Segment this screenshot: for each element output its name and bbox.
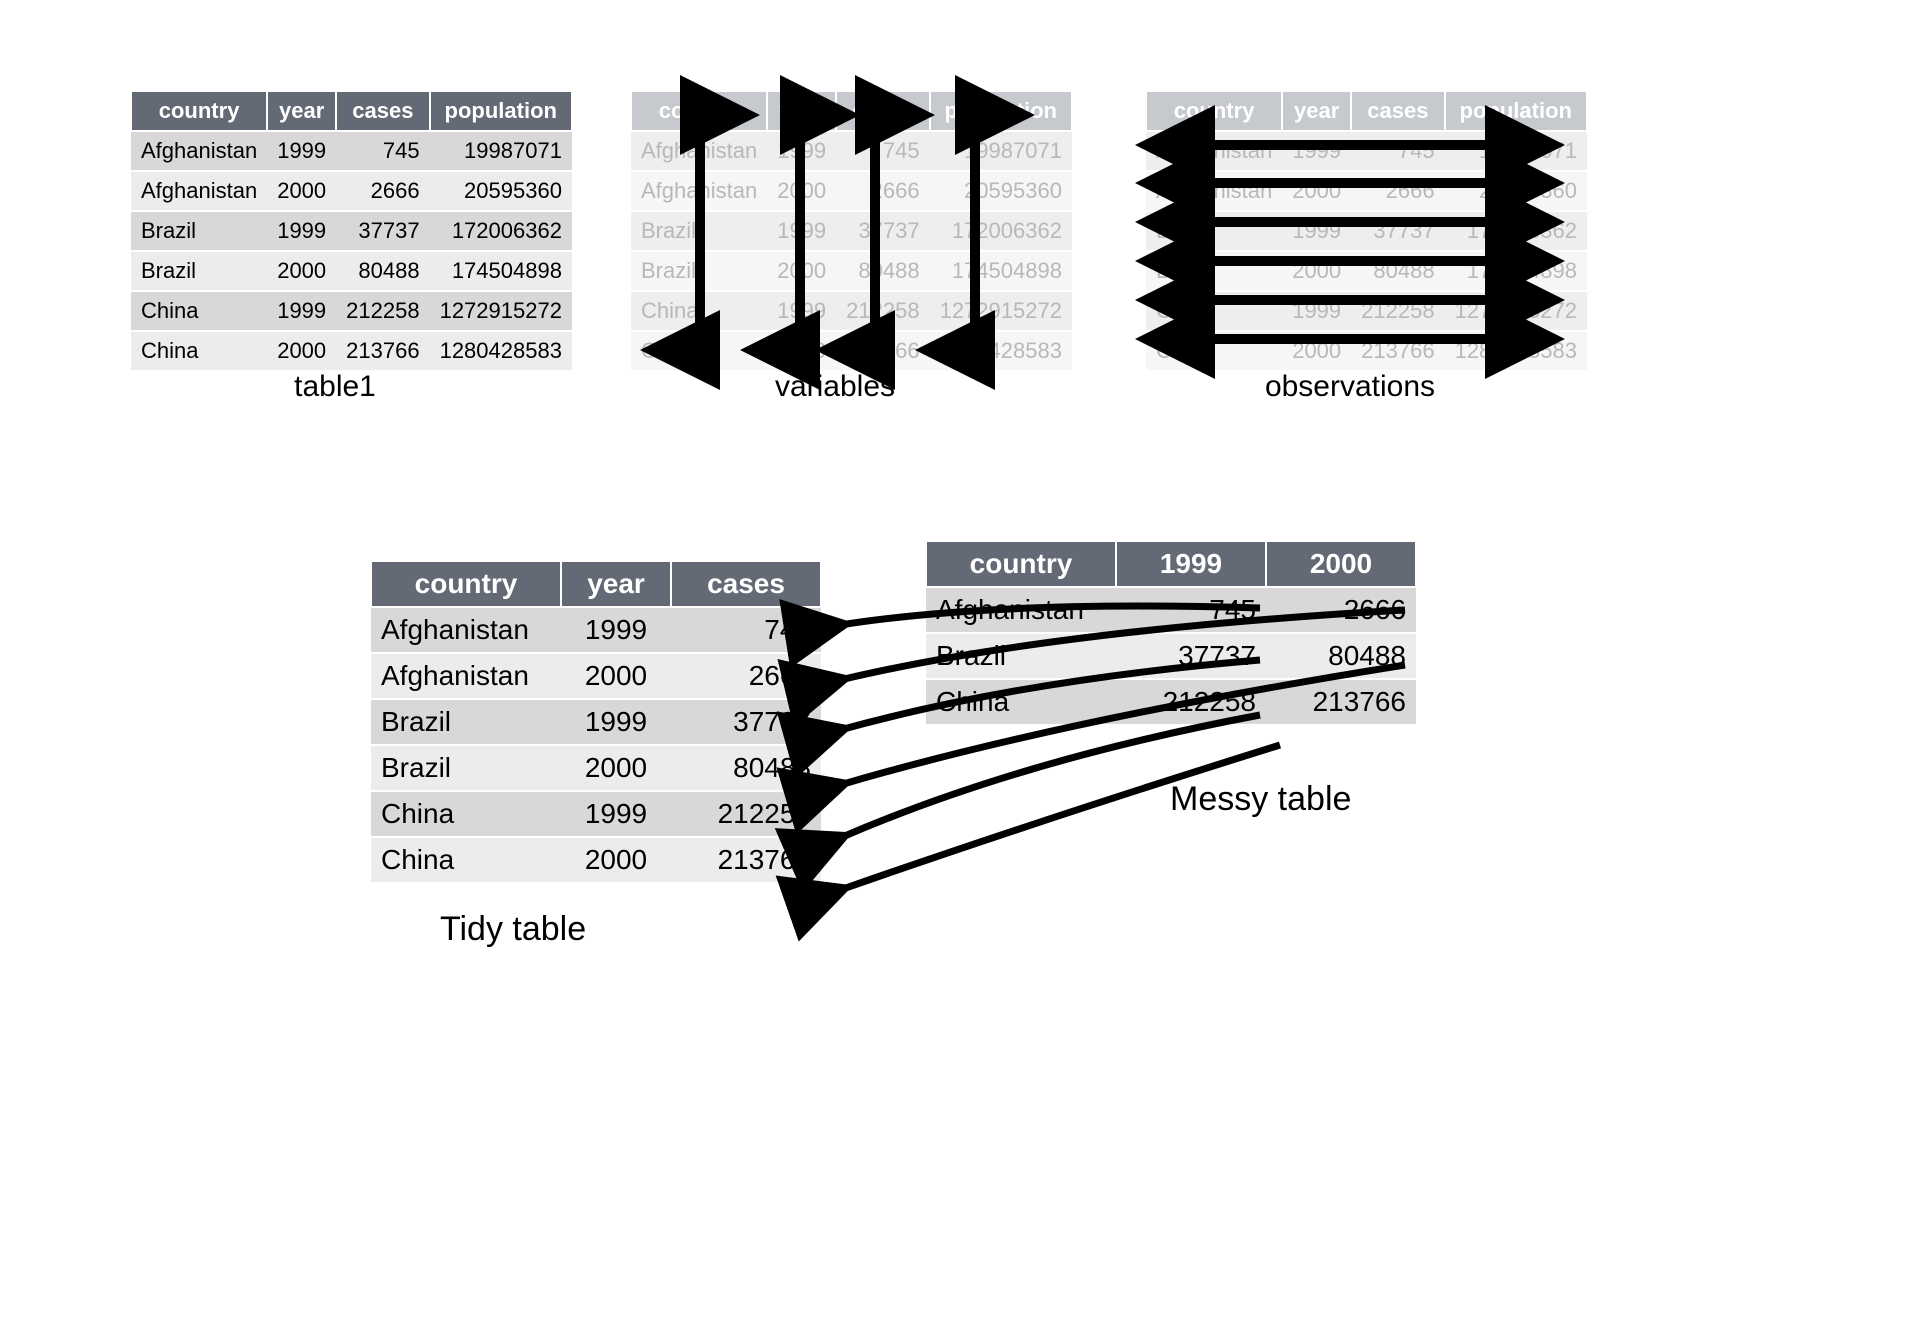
table-row: Brazil199937737172006362: [1146, 211, 1587, 251]
observations-panel: country year cases population Afghanista…: [1145, 90, 1588, 372]
table-row: Brazil200080488174504898: [131, 251, 572, 291]
table-row: Brazil199937737172006362: [631, 211, 1072, 251]
table-row: Afghanistan2000266620595360: [1146, 171, 1587, 211]
table-row: China1999212258: [371, 791, 821, 837]
table-row: China2000213766: [371, 837, 821, 883]
table-row: China20002137661280428583: [131, 331, 572, 371]
tidy-table: country year cases Afghanistan1999745 Af…: [370, 560, 822, 884]
table-row: China20002137661280428583: [1146, 331, 1587, 371]
observations-table: country year cases population Afghanista…: [1145, 90, 1588, 372]
table-row: China20002137661280428583: [631, 331, 1072, 371]
table-row: China212258213766: [926, 679, 1416, 725]
observations-caption: observations: [1145, 370, 1555, 404]
table-row: Afghanistan2000266620595360: [631, 171, 1072, 211]
table1-panel: country year cases population Afghanista…: [130, 90, 573, 372]
table-row: China19992122581272915272: [631, 291, 1072, 331]
table-row: Afghanistan199974519987071: [131, 131, 572, 171]
variables-panel: country year cases population Afghanista…: [630, 90, 1073, 372]
table-row: Brazil200080488: [371, 745, 821, 791]
table-row: Brazil3773780488: [926, 633, 1416, 679]
variables-table: country year cases population Afghanista…: [630, 90, 1073, 372]
table-row: Brazil199937737: [371, 699, 821, 745]
variables-caption: variables: [630, 370, 1040, 404]
table-row: Afghanistan199974519987071: [1146, 131, 1587, 171]
table-row: Afghanistan1999745: [371, 607, 821, 653]
table1-h1: year: [267, 91, 336, 131]
messy-table: country 1999 2000 Afghanistan7452666 Bra…: [925, 540, 1417, 726]
table1: country year cases population Afghanista…: [130, 90, 573, 372]
messy-label: Messy table: [1170, 780, 1351, 819]
table-row: Afghanistan7452666: [926, 587, 1416, 633]
table1-h2: cases: [336, 91, 429, 131]
table1-h0: country: [131, 91, 267, 131]
table-row: Afghanistan20002666: [371, 653, 821, 699]
table1-h3: population: [430, 91, 572, 131]
table1-caption: table1: [130, 370, 540, 404]
table-row: Afghanistan199974519987071: [631, 131, 1072, 171]
table-row: Brazil200080488174504898: [1146, 251, 1587, 291]
tidy-label: Tidy table: [440, 910, 586, 949]
table-row: China19992122581272915272: [1146, 291, 1587, 331]
table-row: Brazil199937737172006362: [131, 211, 572, 251]
messy-panel: country 1999 2000 Afghanistan7452666 Bra…: [925, 540, 1417, 726]
table-row: Brazil200080488174504898: [631, 251, 1072, 291]
tidy-panel: country year cases Afghanistan1999745 Af…: [370, 560, 822, 884]
table-row: China19992122581272915272: [131, 291, 572, 331]
table-row: Afghanistan2000266620595360: [131, 171, 572, 211]
